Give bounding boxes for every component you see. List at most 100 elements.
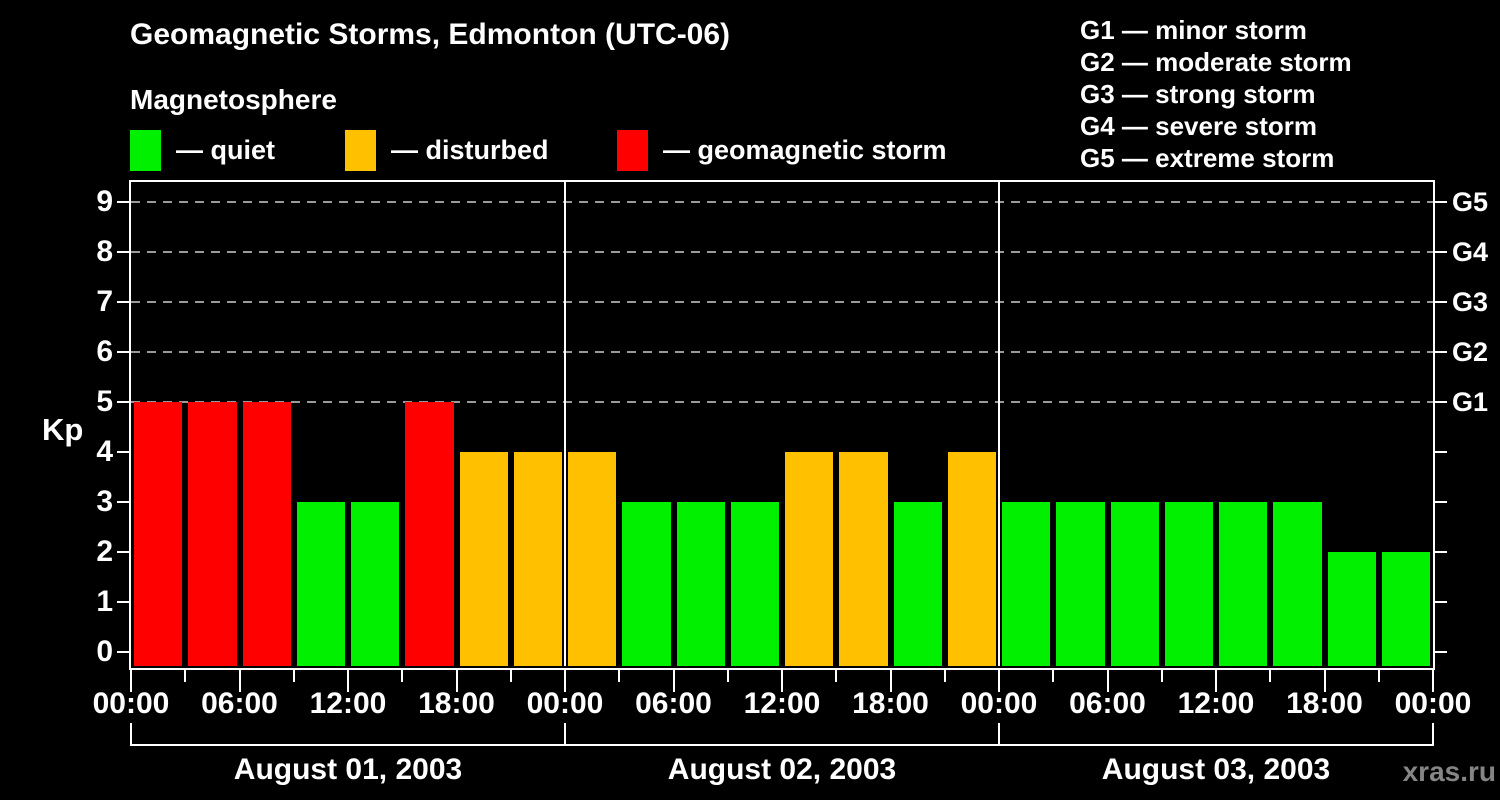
gridline-kp9 (131, 201, 1433, 203)
x-axis-tick (1106, 670, 1109, 692)
legend-item-storm: — geomagnetic storm (617, 129, 947, 172)
x-axis-tick (292, 670, 295, 682)
quiet-color-swatch (130, 130, 161, 171)
x-axis-tick (564, 670, 566, 692)
y-axis-title: Kp (42, 412, 84, 447)
x-axis-tick (1432, 670, 1434, 692)
y-axis-tick-label: 6 (96, 335, 113, 368)
kp-bar-day3-slot6 (1327, 552, 1376, 666)
day-bracket-line (131, 744, 1433, 746)
quiet-label: — quiet (176, 135, 275, 165)
y-axis-tick-label: 8 (96, 235, 113, 268)
x-axis-tick-label: 18:00 (418, 687, 495, 720)
g-axis-label-g4: G4 (1452, 237, 1489, 267)
y-axis-tick-label: 1 (96, 585, 113, 618)
kp-bar-day3-slot5 (1273, 502, 1322, 666)
g3-legend-line: G3 — strong storm (1080, 79, 1316, 109)
x-axis-tick (998, 670, 1000, 692)
kp-bar-day3-slot0 (1002, 502, 1051, 666)
x-axis-tick (835, 670, 838, 682)
x-axis-tick (1215, 670, 1217, 692)
x-axis-tick-label: 18:00 (1286, 687, 1363, 720)
x-axis-tick-label: 06:00 (635, 687, 712, 720)
x-axis-tick (618, 670, 621, 682)
x-axis-tick (184, 670, 187, 682)
kp-bar-day2-slot1 (622, 502, 671, 666)
kp-bar-day2-slot6 (893, 502, 942, 666)
x-axis-tick-label: 06:00 (1069, 687, 1146, 720)
y-axis-tick-label: 0 (96, 635, 113, 668)
y-axis-tick-label: 5 (96, 385, 113, 418)
kp-bar-day2-slot0 (568, 452, 617, 666)
x-axis-tick (1377, 670, 1380, 682)
y-axis-tick-label: 3 (96, 485, 113, 518)
y-axis-tick-right (1433, 651, 1447, 653)
y-axis-tick-left (117, 301, 131, 303)
x-axis-tick (347, 670, 349, 692)
y-axis-tick-left (117, 401, 131, 403)
x-axis-tick-label: 06:00 (201, 687, 278, 720)
kp-bar-day2-slot7 (947, 452, 996, 666)
g2-legend-line: G2 — moderate storm (1080, 47, 1352, 77)
y-axis-tick-label: 9 (96, 185, 113, 218)
g-axis-label-g3: G3 (1452, 287, 1489, 317)
kp-bar-day1-slot7 (513, 452, 562, 666)
watermark-xras: xras.ru (1402, 756, 1496, 787)
day-bracket-tick (998, 723, 1000, 746)
y-axis-tick-right (1433, 601, 1447, 603)
g-axis-label-g2: G2 (1452, 337, 1489, 367)
storm-label: — geomagnetic storm (663, 135, 947, 165)
x-axis-tick (1160, 670, 1163, 682)
kp-bar-day1-slot1 (188, 402, 237, 666)
date-label: August 03, 2003 (1101, 753, 1331, 786)
x-axis-tick (1323, 670, 1326, 692)
gridline-kp5 (131, 401, 1433, 403)
y-axis-tick-right (1433, 251, 1447, 253)
kp-bar-day1-slot4 (351, 502, 400, 666)
y-axis-tick-label: 7 (96, 285, 113, 318)
chart-subtitle: Magnetosphere (130, 84, 337, 115)
y-axis-tick-left (117, 651, 131, 653)
legend-item-quiet: — quiet (130, 129, 275, 172)
y-axis-tick-left (117, 351, 131, 353)
x-axis-tick (726, 670, 729, 682)
g-axis-label-g5: G5 (1452, 187, 1489, 217)
g4-legend-line: G4 — severe storm (1080, 111, 1318, 141)
x-axis-tick (1052, 670, 1055, 682)
x-axis-tick-label: 00:00 (92, 687, 170, 720)
kp-bar-day2-slot2 (676, 502, 725, 666)
y-axis-tick-left (117, 251, 131, 253)
x-axis-tick-label: 12:00 (1177, 687, 1255, 720)
kp-bar-day3-slot2 (1110, 502, 1159, 666)
x-axis-tick (130, 670, 132, 692)
x-axis-tick (781, 670, 783, 692)
x-axis-tick (889, 670, 892, 692)
x-axis-tick-label: 00:00 (960, 687, 1038, 720)
y-axis-tick-label: 4 (96, 435, 113, 468)
x-axis-tick (672, 670, 675, 692)
y-axis-tick-left (117, 201, 131, 203)
y-axis-tick-right (1433, 401, 1447, 403)
y-axis-tick-left (117, 451, 131, 453)
day-boundary-line (998, 182, 1000, 666)
x-axis-tick (401, 670, 404, 682)
g5-legend-line: G5 — extreme storm (1080, 143, 1335, 173)
g-axis-label-g1: G1 (1452, 387, 1489, 417)
disturbed-label: — disturbed (391, 135, 549, 165)
kp-bar-day3-slot1 (1056, 502, 1105, 666)
gridline-kp7 (131, 301, 1433, 303)
plot-area-frame (129, 180, 1435, 670)
kp-bar-day3-slot7 (1381, 552, 1430, 666)
x-axis-tick (238, 670, 241, 692)
kp-bar-day2-slot4 (785, 452, 834, 666)
y-axis-tick-right (1433, 501, 1447, 503)
date-label: August 01, 2003 (233, 753, 463, 786)
chart-title: Geomagnetic Storms, Edmonton (UTC-06) (130, 18, 731, 51)
kp-bar-day1-slot2 (242, 402, 291, 666)
kp-bar-day2-slot5 (839, 452, 888, 666)
day-bracket-tick (130, 723, 132, 746)
x-axis-tick (455, 670, 458, 692)
legend-item-disturbed: — disturbed (345, 129, 549, 172)
